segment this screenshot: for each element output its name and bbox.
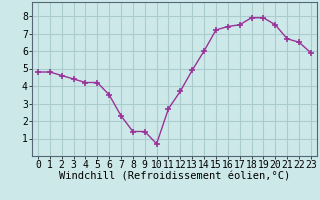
X-axis label: Windchill (Refroidissement éolien,°C): Windchill (Refroidissement éolien,°C): [59, 172, 290, 182]
